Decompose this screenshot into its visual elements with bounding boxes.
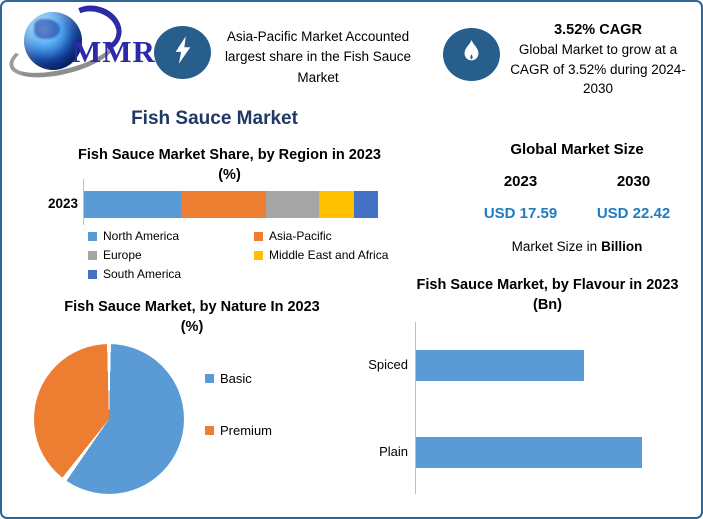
nature-legend-marker-icon: [205, 426, 214, 435]
globe-icon: [24, 12, 82, 70]
region-legend-label: South America: [103, 267, 182, 281]
flavour-chart-subtitle: (Bn): [533, 296, 562, 313]
nature-legend-marker-icon: [205, 374, 214, 383]
nature-legend-item: Premium: [205, 423, 272, 438]
flavour-bar: [416, 437, 642, 468]
nature-chart-subtitle: (%): [180, 318, 204, 335]
cagr-text: Global Market to grow at a CAGR of 3.52%…: [510, 42, 686, 97]
market-size-year-2030: 2030: [616, 173, 651, 190]
region-axis-category-label: 2023: [47, 196, 78, 211]
region-legend-item: Asia-Pacific: [254, 229, 400, 243]
nature-legend-label: Basic: [220, 371, 252, 386]
cagr-title: 3.52% CAGR: [554, 22, 642, 38]
flavour-chart-title: Fish Sauce Market, by Flavour in 2023 (B…: [400, 276, 695, 315]
region-legend-label: Europe: [103, 248, 142, 262]
nature-legend-label: Premium: [220, 423, 273, 438]
region-legend-item: Middle East and Africa: [254, 248, 400, 262]
region-legend-item: South America: [88, 267, 254, 281]
flavour-bar: [416, 350, 584, 381]
nature-legend-item: Basic: [205, 371, 272, 386]
region-chart-title: Fish Sauce Market Share, by Region in 20…: [42, 146, 417, 185]
region-legend-item: Europe: [88, 248, 254, 262]
logo-text: MMR: [72, 34, 156, 69]
market-size-year-2023: 2023: [503, 173, 538, 190]
nature-chart-title: Fish Sauce Market, by Nature In 2023 (%): [22, 298, 362, 337]
market-size-title: Global Market Size: [510, 141, 644, 158]
flavour-category-label: Spiced: [368, 357, 408, 372]
region-legend: North America Asia-Pacific Europe Middle Ea…: [88, 229, 400, 281]
lightning-icon: [172, 35, 194, 70]
region-chart-plot: 2023: [48, 179, 382, 225]
market-size-value-2023: USD 17.59: [483, 205, 558, 222]
flame-icon: [460, 39, 483, 70]
region-bar-segment: [181, 191, 267, 218]
market-size-panel: Global Market Size 2023 2030 USD 17.59 U…: [442, 141, 701, 254]
nature-legend: Basic Premium: [205, 371, 272, 438]
region-stacked-bar: [84, 191, 378, 218]
region-legend-label: North America: [103, 229, 180, 243]
region-legend-item: North America: [88, 229, 254, 243]
region-legend-marker-icon: [88, 269, 97, 279]
region-chart-subtitle: (%): [218, 166, 241, 183]
region-legend-label: Middle East and Africa: [269, 248, 389, 262]
region-bar-segment: [354, 191, 378, 218]
market-size-note-prefix: Market Size in: [511, 239, 598, 254]
flavour-plot: Spiced Plain: [368, 322, 687, 494]
region-legend-marker-icon: [88, 250, 97, 260]
market-size-value-2030: USD 22.42: [596, 205, 671, 222]
market-size-years: 2023 2030: [442, 173, 701, 190]
flame-badge: [443, 28, 500, 81]
market-size-note: Market Size in Billion: [442, 239, 701, 254]
region-legend-marker-icon: [254, 250, 263, 260]
highlight1-text: Asia-Pacific Market Accounted largest sh…: [224, 29, 412, 85]
region-legend-marker-icon: [254, 231, 263, 241]
nature-chart-title-line: Fish Sauce Market, by Nature In 2023: [64, 299, 320, 315]
nature-pie: [34, 344, 184, 494]
region-chart-title-line: Fish Sauce Market Share, by Region in 20…: [78, 147, 381, 163]
cagr-block: 3.52% CAGR Global Market to grow at a CA…: [500, 22, 696, 99]
region-legend-label: Asia-Pacific: [269, 229, 332, 243]
region-bar-segment: [266, 191, 320, 218]
market-size-note-unit: Billion: [601, 239, 643, 254]
lightning-badge: [154, 26, 211, 79]
page-title: Fish Sauce Market: [131, 108, 298, 129]
flavour-category-label: Plain: [379, 444, 408, 459]
region-bar-segment: [319, 191, 355, 218]
mmr-logo: MMR: [4, 2, 166, 87]
flavour-chart-title-line: Fish Sauce Market, by Flavour in 2023: [416, 277, 679, 293]
region-bar-segment: [84, 191, 182, 218]
region-legend-marker-icon: [88, 231, 97, 241]
market-size-values: USD 17.59 USD 22.42: [442, 205, 701, 222]
